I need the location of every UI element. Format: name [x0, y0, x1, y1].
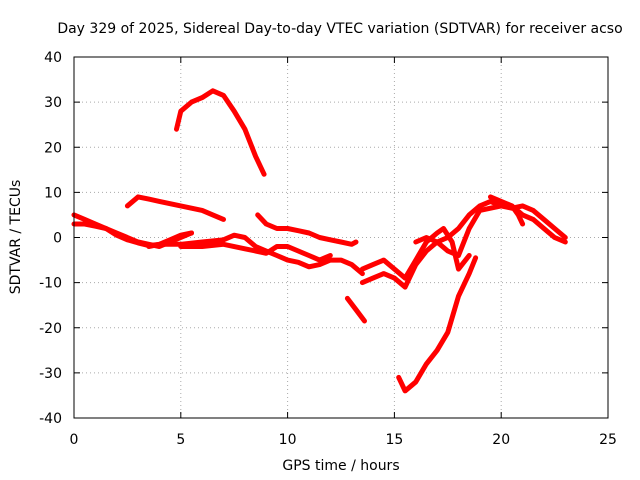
x-tick-label: 20	[492, 432, 510, 448]
y-axis-label: SDTVAR / TECUs	[8, 180, 24, 295]
y-tick-label: 0	[53, 231, 62, 247]
series-arc-13	[488, 194, 526, 227]
x-tick-label: 10	[279, 432, 297, 448]
series-arc-5	[124, 194, 226, 222]
series-arc-3	[146, 232, 365, 277]
grid	[74, 57, 608, 418]
y-tick-label: 20	[44, 140, 62, 156]
y-tick-label: 40	[44, 50, 62, 66]
series-arc-12	[413, 203, 568, 258]
y-tick-label: 30	[44, 95, 62, 111]
x-tick-label: 0	[70, 432, 79, 448]
y-tick-label: -20	[39, 321, 62, 337]
y-tick-label: 10	[44, 185, 62, 201]
series-arc-9	[359, 198, 568, 290]
chart-title: Day 329 of 2025, Sidereal Day-to-day VTE…	[57, 21, 622, 37]
x-tick-label: 5	[176, 432, 185, 448]
y-tick-label: -40	[39, 411, 62, 427]
series-arc-7	[255, 212, 359, 247]
series-arc-11	[396, 255, 479, 394]
x-axis-label: GPS time / hours	[282, 458, 399, 474]
y-tick-label: -30	[39, 366, 62, 382]
x-tick-label: 15	[385, 432, 403, 448]
series-arc-4	[178, 241, 333, 263]
series-layer	[71, 88, 568, 394]
series-arc-8	[344, 295, 367, 324]
x-tick-label: 25	[599, 432, 617, 448]
y-tick-label: -10	[39, 276, 62, 292]
series-arc-6	[174, 88, 267, 177]
series-arc-10	[359, 226, 472, 281]
axis-ticks: 0 5 10 15 20 25 40 30 20 10 0 -10 -20 -30 -40	[39, 50, 617, 448]
series-arc-2	[71, 221, 194, 249]
